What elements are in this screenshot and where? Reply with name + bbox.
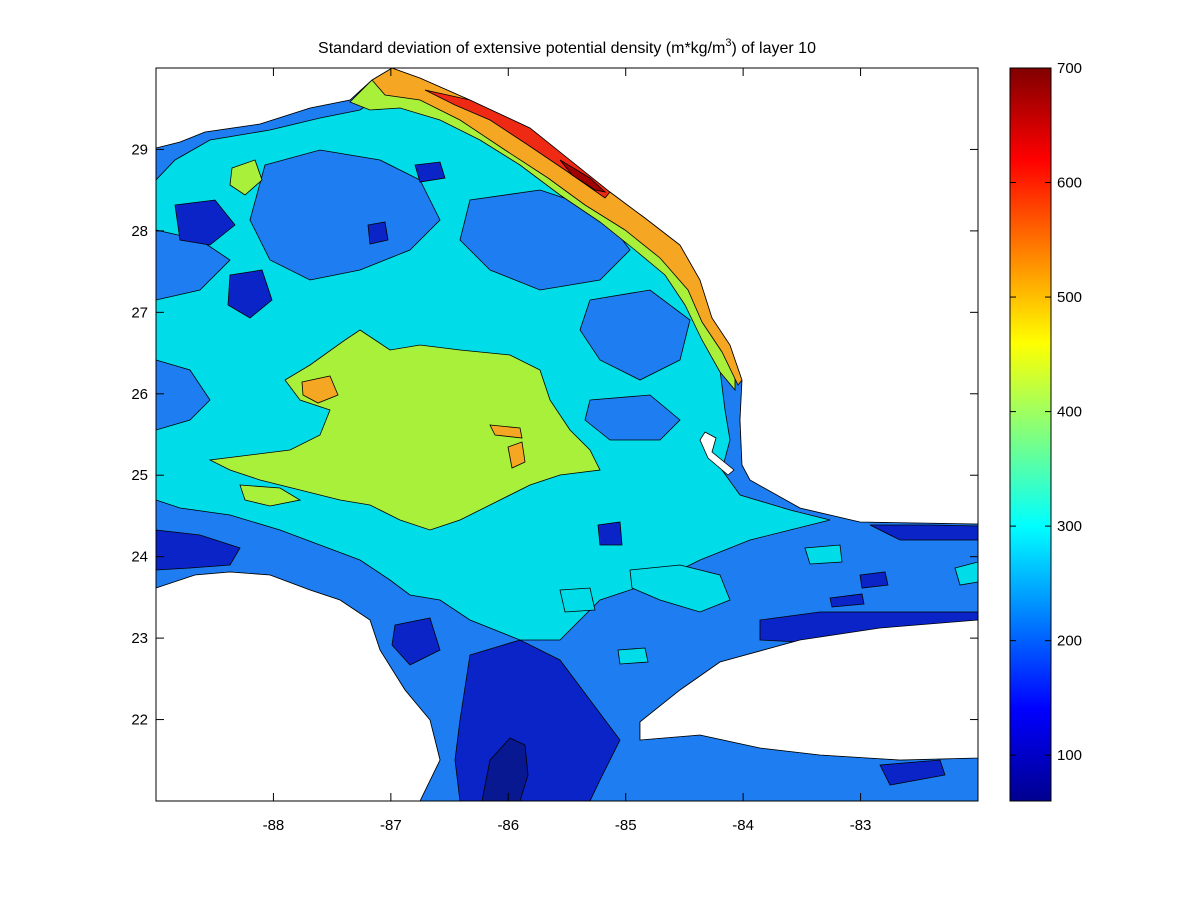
contour-level-500-spot xyxy=(489,424,523,439)
x-tick-label: -86 xyxy=(497,817,519,834)
colorbar-tick-label: 700 xyxy=(1057,60,1082,77)
contour-level-100 xyxy=(227,269,273,319)
colorbar-tick-label: 500 xyxy=(1057,289,1082,306)
contour-level-100-spot xyxy=(859,571,889,589)
title-suffix: ) of layer 10 xyxy=(731,40,816,57)
land-yucatan xyxy=(156,571,441,801)
contour-level-500-spot xyxy=(507,441,526,469)
colorbar-gradient xyxy=(1010,68,1051,801)
colorbar-tick-label: 100 xyxy=(1057,747,1082,764)
colorbar-frame xyxy=(1009,67,1052,802)
contour-level-400 xyxy=(208,329,601,531)
contour-level-300-patch xyxy=(629,564,731,613)
colorbar-tick-label: 400 xyxy=(1057,404,1082,421)
x-tick-label: -87 xyxy=(380,817,402,834)
x-tick-label: -88 xyxy=(263,817,285,834)
x-tick-label: -83 xyxy=(850,817,872,834)
contour-level-100-core xyxy=(481,737,529,801)
contour-level-100 xyxy=(879,759,946,786)
land-florida-keys-notch xyxy=(699,431,735,476)
plot-frame xyxy=(155,67,979,802)
y-tick-label: 27 xyxy=(131,304,148,321)
colorbar-tick-label: 300 xyxy=(1057,518,1082,535)
y-axis: 22 23 24 25 26 27 28 29 xyxy=(131,141,978,729)
contour-level-100 xyxy=(174,199,236,246)
land-northwest-corner xyxy=(156,68,393,149)
contour-level-200-pocket xyxy=(579,289,691,381)
contour-level-100 xyxy=(759,611,978,643)
contour-level-100-spot xyxy=(597,521,623,546)
contour-level-300-patch xyxy=(804,544,843,565)
y-tick-label: 28 xyxy=(131,223,148,240)
contour-level-100-spot xyxy=(829,593,865,608)
y-tick-label: 24 xyxy=(131,549,148,566)
contour-level-300-patch xyxy=(559,587,596,613)
y-tick-label: 26 xyxy=(131,386,148,403)
x-axis: -88 -87 -86 -85 -84 -83 xyxy=(263,68,872,834)
contour-level-100-spot xyxy=(367,221,389,245)
contour-level-200-pocket xyxy=(584,394,681,441)
coastal-band-700 xyxy=(559,159,607,193)
contour-level-300-patch xyxy=(954,561,978,586)
colorbar: 100 200 300 400 500 600 700 xyxy=(1009,60,1082,802)
contour-level-100 xyxy=(869,524,978,541)
map-plot: -88 -87 -86 -85 -84 -83 22 23 24 25 26 27 28 29 xyxy=(131,67,979,834)
title-superscript: 3 xyxy=(725,37,731,49)
colorbar-tick-label: 600 xyxy=(1057,175,1082,192)
colorbar-ticks: 100 200 300 400 500 600 700 xyxy=(1010,60,1082,764)
x-tick-label: -85 xyxy=(615,817,637,834)
contour-level-100 xyxy=(156,529,241,571)
y-tick-label: 29 xyxy=(131,141,148,158)
x-tick-label: -84 xyxy=(732,817,754,834)
colorbar-tick-label: 200 xyxy=(1057,633,1082,650)
land-cuba xyxy=(639,619,978,761)
contour-level-400-spot xyxy=(229,159,263,196)
contour-level-300-patch xyxy=(617,647,649,665)
y-tick-label: 23 xyxy=(131,630,148,647)
contour-level-400-spot xyxy=(239,484,302,507)
chart-title: Standard deviation of extensive potentia… xyxy=(318,37,816,57)
contour-level-500-spot xyxy=(301,375,339,404)
y-tick-label: 22 xyxy=(131,712,148,729)
contour-level-100 xyxy=(391,617,441,666)
contour-field xyxy=(156,68,978,801)
contour-level-200-pocket xyxy=(249,149,441,281)
land-florida xyxy=(391,68,978,525)
contour-level-200-pocket xyxy=(459,189,631,291)
y-tick-label: 25 xyxy=(131,467,148,484)
contour-level-100-spot xyxy=(414,161,446,183)
